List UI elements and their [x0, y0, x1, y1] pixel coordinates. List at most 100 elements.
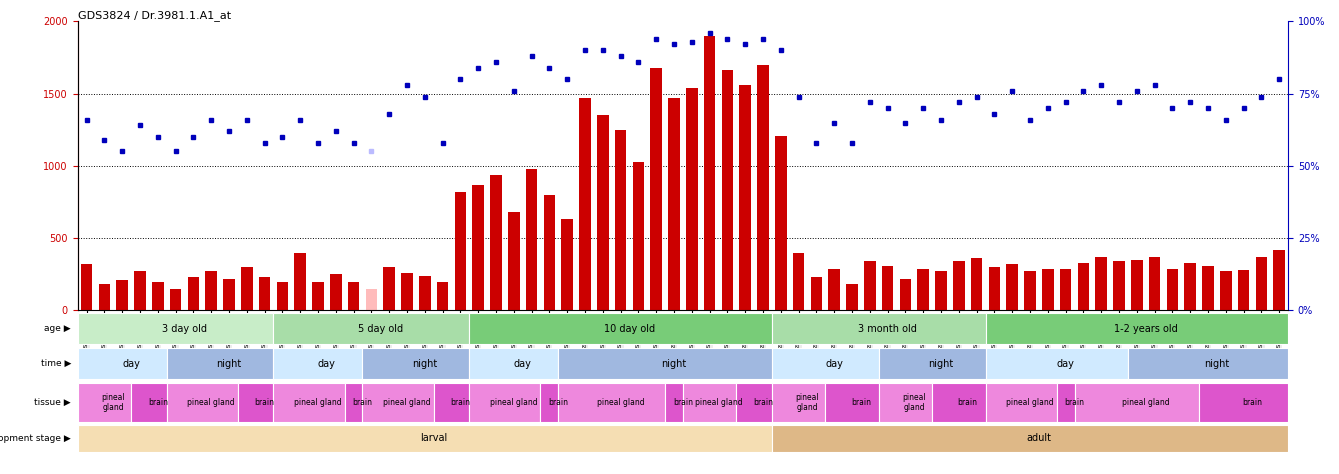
Bar — [597, 115, 608, 310]
FancyBboxPatch shape — [1056, 383, 1074, 421]
FancyBboxPatch shape — [469, 383, 541, 421]
Bar — [632, 162, 644, 310]
Bar — [739, 85, 751, 310]
Bar — [810, 277, 822, 310]
FancyBboxPatch shape — [273, 383, 344, 421]
Bar — [971, 258, 983, 310]
Text: brain: brain — [450, 398, 470, 407]
Text: night: night — [928, 358, 953, 369]
Text: day: day — [317, 358, 336, 369]
Bar — [1042, 269, 1054, 310]
Text: pineal
gland: pineal gland — [102, 393, 125, 411]
FancyBboxPatch shape — [344, 383, 363, 421]
FancyBboxPatch shape — [273, 313, 469, 345]
Text: pineal
gland: pineal gland — [795, 393, 819, 411]
Text: day: day — [1056, 358, 1074, 369]
Text: pineal gland: pineal gland — [490, 398, 537, 407]
FancyBboxPatch shape — [469, 313, 771, 345]
Bar — [953, 261, 964, 310]
Bar — [1166, 269, 1178, 310]
Text: brain: brain — [147, 398, 167, 407]
FancyBboxPatch shape — [932, 383, 986, 421]
FancyBboxPatch shape — [78, 425, 771, 452]
Bar — [1237, 270, 1249, 310]
Bar — [153, 282, 163, 310]
FancyBboxPatch shape — [363, 383, 434, 421]
Text: brain: brain — [254, 398, 274, 407]
FancyBboxPatch shape — [469, 348, 558, 379]
Bar — [1220, 272, 1232, 310]
FancyBboxPatch shape — [986, 383, 1056, 421]
Bar — [935, 272, 947, 310]
FancyBboxPatch shape — [771, 313, 986, 345]
Bar — [116, 280, 129, 310]
Text: pineal gland: pineal gland — [383, 398, 431, 407]
Text: brain: brain — [753, 398, 773, 407]
Bar — [277, 282, 288, 310]
Text: pineal gland: pineal gland — [1122, 398, 1169, 407]
Text: night: night — [412, 358, 438, 369]
Bar — [258, 277, 270, 310]
Text: pineal gland: pineal gland — [597, 398, 644, 407]
FancyBboxPatch shape — [78, 348, 166, 379]
FancyBboxPatch shape — [166, 383, 238, 421]
Bar — [205, 272, 217, 310]
Text: pineal gland: pineal gland — [695, 398, 742, 407]
Text: day: day — [122, 358, 141, 369]
FancyBboxPatch shape — [363, 348, 469, 379]
Bar — [1095, 257, 1107, 310]
Bar — [829, 269, 840, 310]
Bar — [383, 267, 395, 310]
FancyBboxPatch shape — [878, 383, 932, 421]
Bar — [882, 265, 893, 310]
Bar — [295, 253, 305, 310]
FancyBboxPatch shape — [771, 348, 878, 379]
FancyBboxPatch shape — [558, 383, 665, 421]
Text: brain: brain — [850, 398, 870, 407]
Text: pineal gland: pineal gland — [1006, 398, 1054, 407]
FancyBboxPatch shape — [1127, 348, 1288, 379]
Bar — [561, 219, 573, 310]
Text: night: night — [661, 358, 687, 369]
FancyBboxPatch shape — [878, 348, 986, 379]
Text: 5 day old: 5 day old — [358, 324, 403, 334]
Bar — [1185, 263, 1196, 310]
Text: night: night — [217, 358, 241, 369]
Text: brain: brain — [352, 398, 372, 407]
Bar — [366, 289, 378, 310]
FancyBboxPatch shape — [166, 348, 273, 379]
Text: adult: adult — [1027, 433, 1051, 444]
Bar — [544, 195, 556, 310]
Text: 3 month old: 3 month old — [858, 324, 917, 334]
Bar — [846, 284, 858, 310]
Bar — [224, 279, 234, 310]
Bar — [580, 98, 590, 310]
Bar — [1078, 263, 1089, 310]
Bar — [437, 282, 449, 310]
Text: day: day — [514, 358, 532, 369]
FancyBboxPatch shape — [825, 383, 878, 421]
Text: pineal gland: pineal gland — [295, 398, 341, 407]
Bar — [668, 98, 680, 310]
Bar — [455, 192, 466, 310]
FancyBboxPatch shape — [986, 313, 1288, 345]
Text: development stage ▶: development stage ▶ — [0, 434, 71, 443]
Bar — [686, 88, 698, 310]
Bar — [900, 279, 911, 310]
Text: tissue ▶: tissue ▶ — [35, 398, 71, 407]
Bar — [1273, 250, 1285, 310]
FancyBboxPatch shape — [434, 383, 469, 421]
Bar — [348, 282, 359, 310]
Bar — [99, 284, 110, 310]
Bar — [1113, 261, 1125, 310]
FancyBboxPatch shape — [665, 383, 683, 421]
Text: 10 day old: 10 day old — [604, 324, 655, 334]
Text: night: night — [1204, 358, 1229, 369]
Text: time ▶: time ▶ — [40, 359, 71, 368]
Bar — [402, 273, 412, 310]
Text: brain: brain — [957, 398, 977, 407]
Bar — [490, 174, 502, 310]
FancyBboxPatch shape — [131, 383, 166, 421]
Bar — [917, 269, 929, 310]
FancyBboxPatch shape — [1200, 383, 1288, 421]
